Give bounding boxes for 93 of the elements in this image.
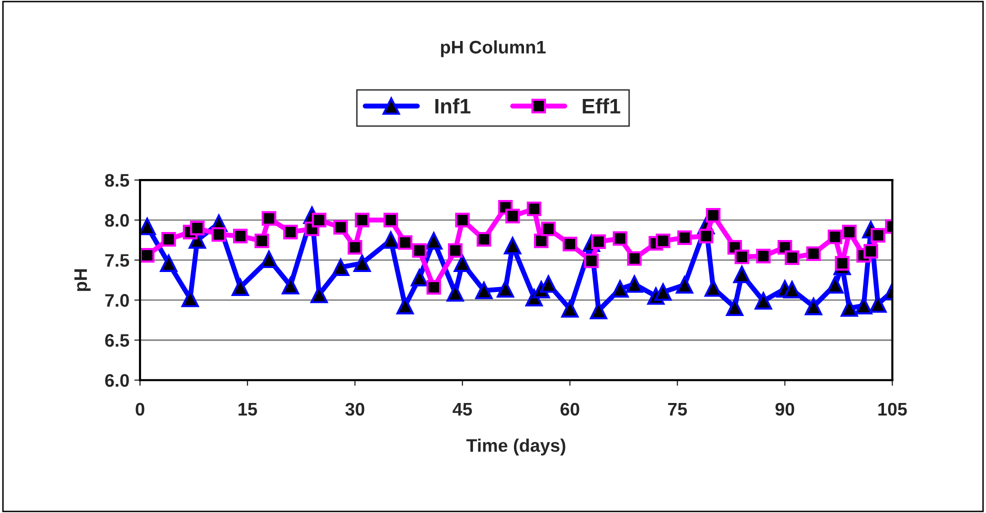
point xyxy=(260,250,278,268)
point xyxy=(425,232,442,250)
point xyxy=(870,228,886,243)
point xyxy=(283,224,298,240)
x-tick-label: 30 xyxy=(345,402,364,416)
point xyxy=(804,298,822,316)
legend-label: Eff1 xyxy=(582,98,620,114)
y-tick-label: 6.0 xyxy=(105,374,129,387)
x-tick-label: 45 xyxy=(452,403,472,416)
point xyxy=(212,227,226,242)
point xyxy=(590,302,608,320)
point xyxy=(676,276,694,294)
point xyxy=(726,298,744,316)
point xyxy=(254,234,270,248)
point xyxy=(446,284,464,302)
point xyxy=(140,248,154,263)
point xyxy=(496,280,514,298)
x-tick-label: 15 xyxy=(238,403,258,416)
y-tick-label: 6.5 xyxy=(105,334,130,347)
point xyxy=(840,299,858,317)
point xyxy=(784,250,800,265)
point xyxy=(869,295,887,313)
point xyxy=(854,297,872,314)
point xyxy=(354,212,370,228)
point xyxy=(233,228,248,244)
point xyxy=(704,279,722,297)
point xyxy=(561,300,579,318)
point xyxy=(842,224,857,240)
point xyxy=(332,258,350,276)
point xyxy=(611,280,629,298)
y-tick-label: 7.5 xyxy=(105,254,130,267)
point xyxy=(455,212,470,228)
point xyxy=(412,243,427,258)
point xyxy=(160,254,178,272)
point xyxy=(382,231,400,249)
point xyxy=(475,282,493,300)
point xyxy=(333,220,348,235)
point xyxy=(733,266,751,284)
point xyxy=(190,220,205,236)
point xyxy=(383,212,398,228)
point xyxy=(627,251,642,266)
point xyxy=(826,276,844,294)
point xyxy=(677,230,692,245)
x-tick-label: 75 xyxy=(668,403,687,416)
point xyxy=(505,208,520,224)
x-tick-label: 90 xyxy=(775,402,794,416)
point xyxy=(398,235,412,250)
point xyxy=(476,232,492,247)
point xyxy=(410,269,428,286)
x-axis-title: Time (days) xyxy=(466,438,566,456)
point xyxy=(864,244,878,259)
point xyxy=(232,278,250,296)
point xyxy=(353,254,371,272)
point xyxy=(756,248,771,264)
point xyxy=(584,254,599,268)
y-tick-label: 7.0 xyxy=(105,294,129,307)
point xyxy=(654,283,672,301)
point xyxy=(504,237,522,254)
point xyxy=(426,280,442,295)
chart-title: pH Column1 xyxy=(441,40,546,58)
x-tick-label: 60 xyxy=(560,402,580,416)
legend-label: Inf1 xyxy=(435,98,470,114)
x-tick-label: 0 xyxy=(136,402,144,416)
point xyxy=(834,256,850,271)
point xyxy=(562,236,578,252)
point xyxy=(806,246,821,261)
point xyxy=(754,292,772,310)
point xyxy=(541,222,556,236)
point xyxy=(526,202,542,216)
y-tick-label: 8.5 xyxy=(105,174,130,187)
point xyxy=(262,211,276,226)
point xyxy=(312,212,326,228)
y-axis-title: pH xyxy=(74,269,91,291)
point xyxy=(534,234,549,248)
point xyxy=(161,232,176,247)
point xyxy=(828,230,842,244)
point xyxy=(706,208,720,223)
x-tick-label: 105 xyxy=(878,402,907,416)
point xyxy=(656,234,670,248)
point xyxy=(612,231,628,246)
point xyxy=(396,297,414,314)
point xyxy=(310,286,328,304)
point xyxy=(626,275,644,293)
point xyxy=(282,277,300,294)
y-tick-label: 8.0 xyxy=(105,214,129,227)
point xyxy=(448,243,463,258)
point xyxy=(698,228,714,244)
point xyxy=(734,250,750,264)
point xyxy=(783,281,801,298)
point xyxy=(181,290,199,308)
point xyxy=(540,275,558,293)
point xyxy=(454,254,472,272)
point xyxy=(348,240,362,255)
